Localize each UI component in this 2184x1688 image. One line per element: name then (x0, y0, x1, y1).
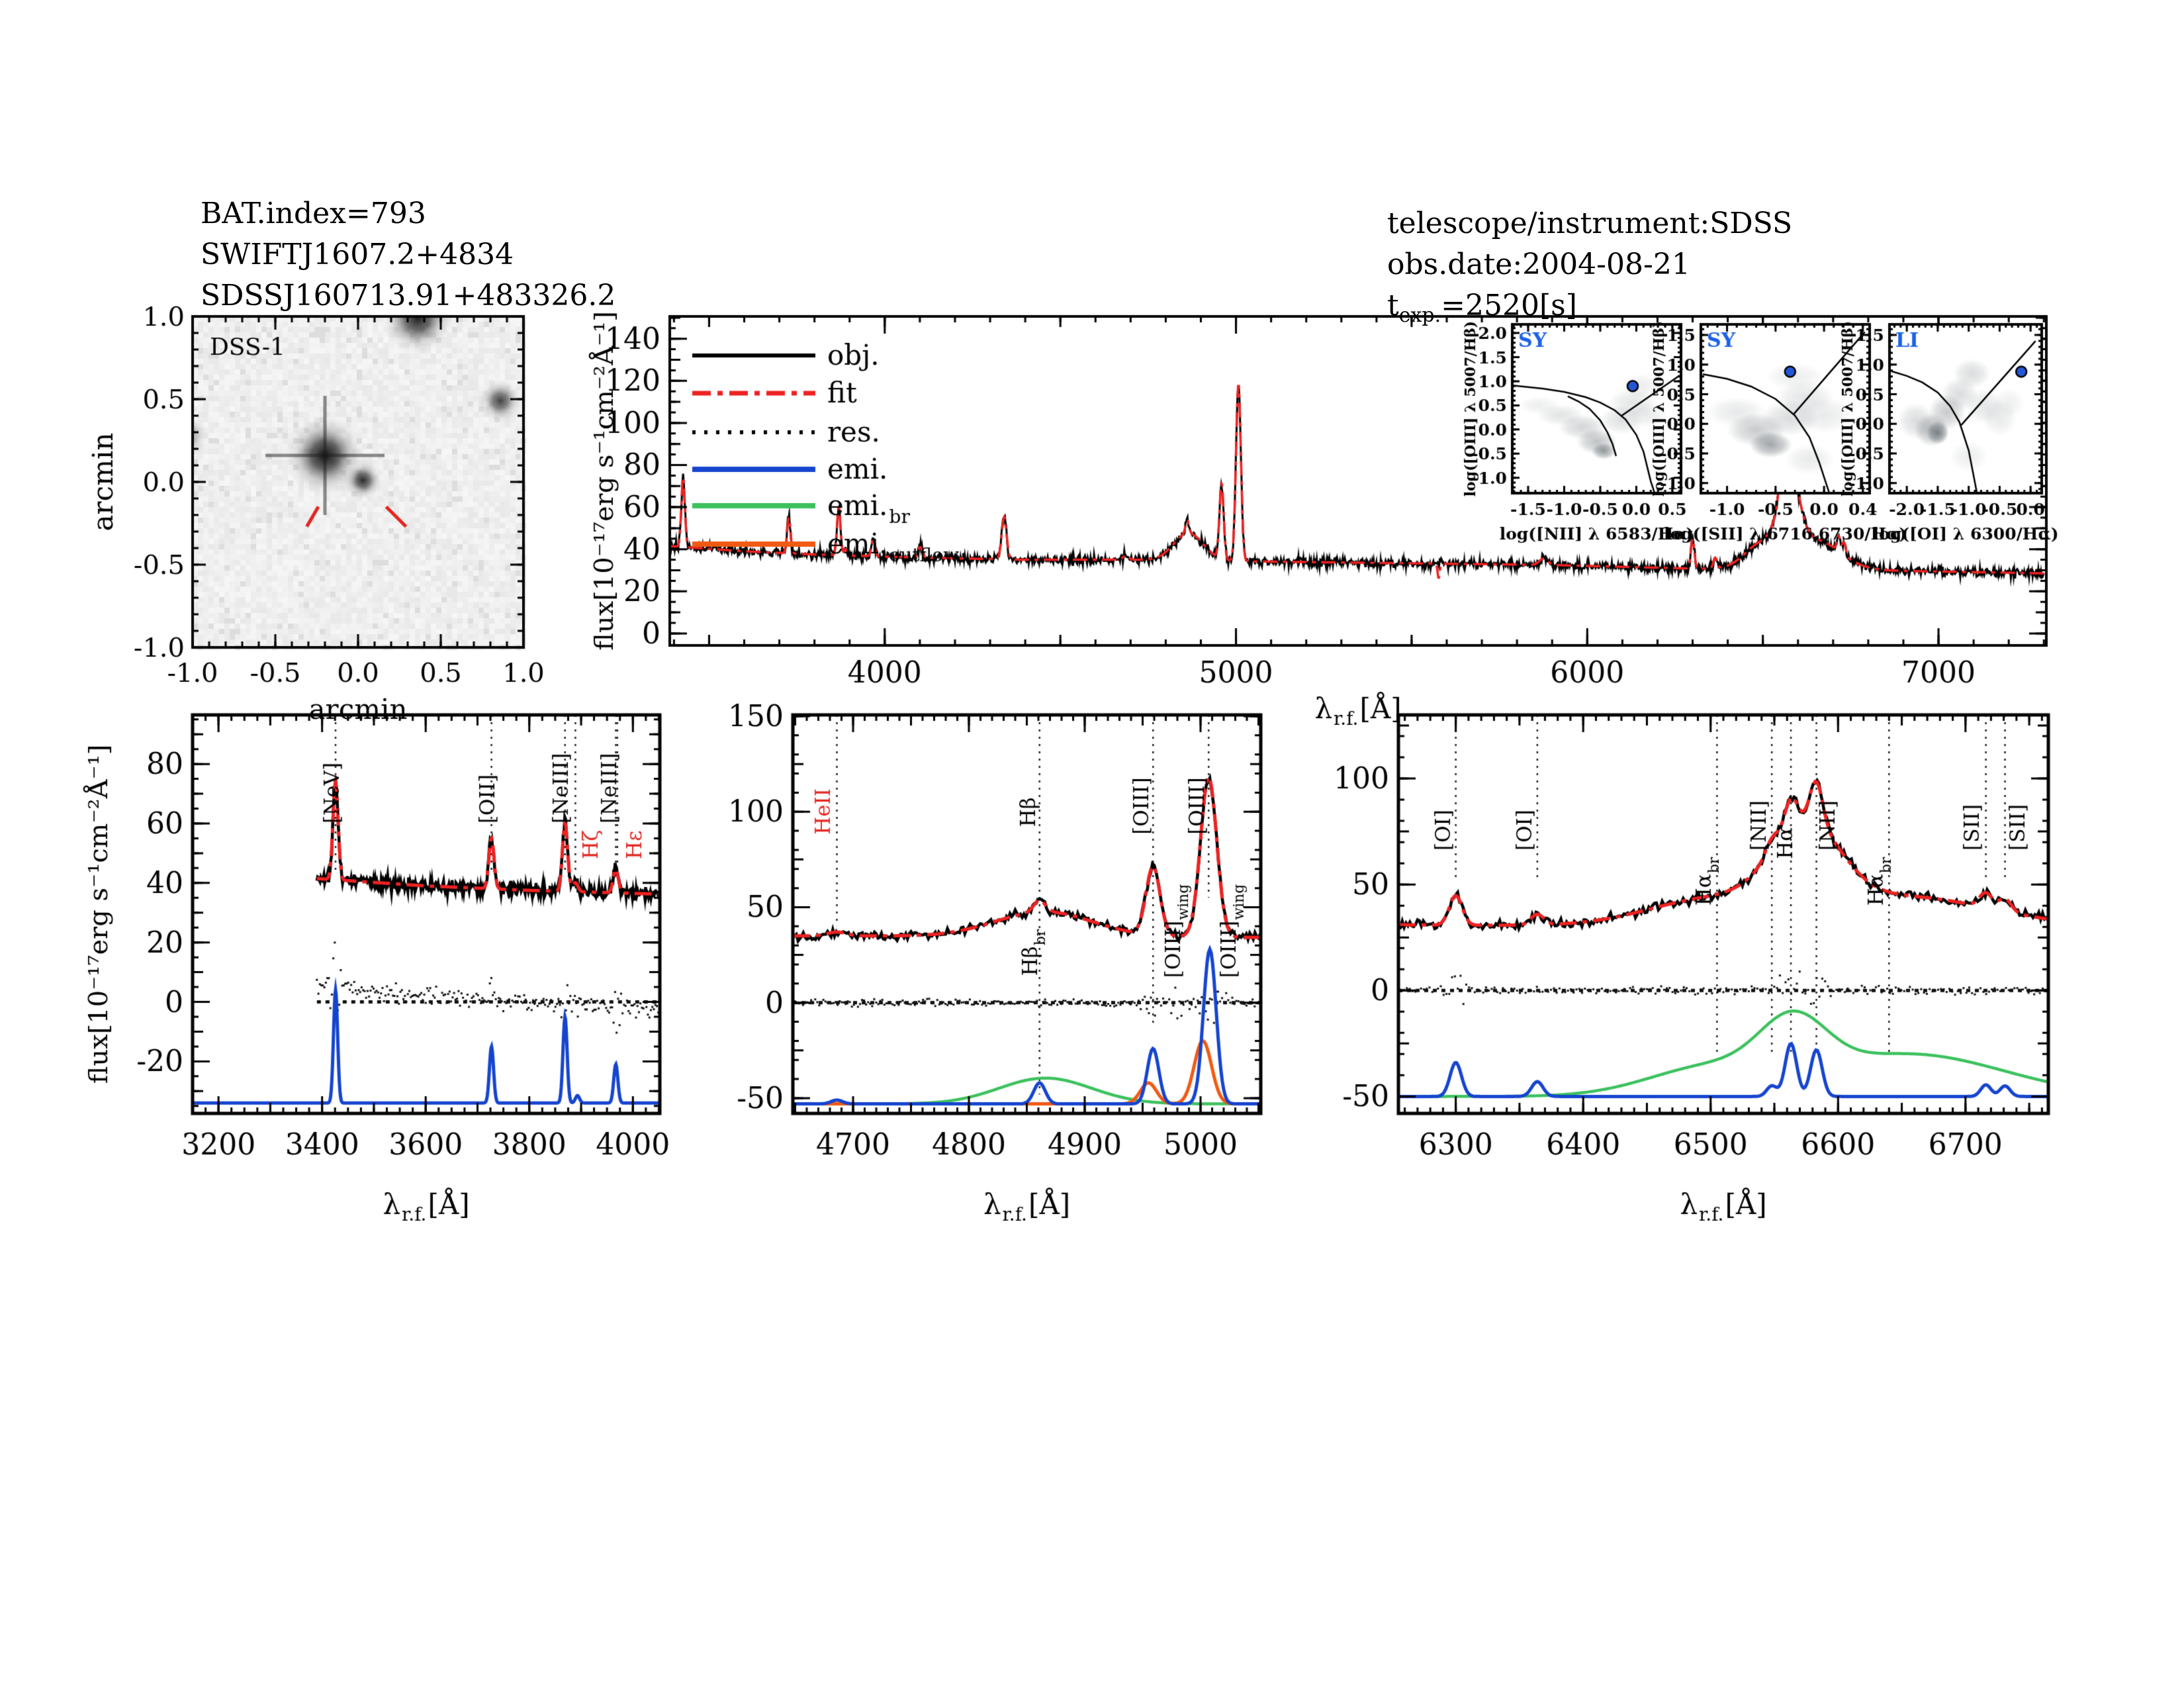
zoom-panel-halpha-nii (1317, 688, 2158, 1317)
zoom-panel-hbeta-oiii (715, 688, 1317, 1317)
obs-date-label: obs.date:2004-08-21 (1387, 248, 1690, 281)
zoom-panel-neon-lines (73, 688, 715, 1317)
main-spectrum-panel (582, 278, 2184, 728)
telescope-label: telescope/instrument:SDSS (1387, 207, 1793, 240)
swift-name-label: SWIFTJ1607.2+4834 (201, 238, 514, 271)
dss-image-panel (73, 285, 609, 748)
bat-index-label: BAT.index=793 (201, 197, 426, 230)
